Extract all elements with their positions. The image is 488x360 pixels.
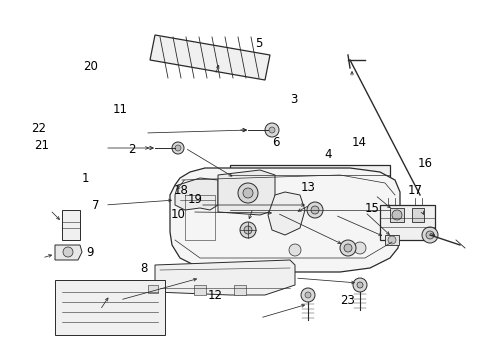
Bar — [260, 208, 267, 228]
Bar — [244, 208, 252, 228]
Circle shape — [305, 292, 310, 298]
Bar — [148, 285, 158, 293]
Circle shape — [352, 278, 366, 292]
Text: 9: 9 — [86, 246, 94, 258]
Text: 5: 5 — [255, 37, 263, 50]
Text: 2: 2 — [128, 143, 136, 156]
Text: 22: 22 — [32, 122, 46, 135]
Text: 16: 16 — [417, 157, 432, 170]
Polygon shape — [150, 35, 269, 80]
Polygon shape — [379, 205, 434, 240]
Circle shape — [175, 145, 181, 151]
Polygon shape — [267, 192, 305, 235]
Bar — [229, 165, 389, 220]
Circle shape — [353, 242, 365, 254]
Polygon shape — [55, 245, 82, 260]
Circle shape — [425, 231, 433, 239]
Bar — [234, 285, 245, 295]
Text: 14: 14 — [351, 136, 366, 149]
Circle shape — [387, 236, 395, 244]
Text: 23: 23 — [339, 294, 354, 307]
Text: 6: 6 — [272, 136, 280, 149]
Bar — [55, 280, 164, 335]
Polygon shape — [155, 260, 294, 295]
Circle shape — [240, 222, 256, 238]
Text: 17: 17 — [407, 184, 422, 197]
Text: 4: 4 — [323, 148, 331, 161]
Text: 19: 19 — [188, 193, 203, 206]
Circle shape — [63, 247, 73, 257]
Text: 1: 1 — [81, 172, 89, 185]
Circle shape — [391, 210, 401, 220]
Text: 20: 20 — [83, 60, 98, 73]
Bar — [384, 235, 398, 245]
Circle shape — [339, 240, 355, 256]
Text: 21: 21 — [34, 139, 49, 152]
Circle shape — [306, 202, 323, 218]
Circle shape — [243, 188, 252, 198]
Bar — [389, 208, 403, 222]
Text: 10: 10 — [171, 208, 185, 221]
Circle shape — [356, 282, 362, 288]
Circle shape — [238, 183, 258, 203]
Circle shape — [421, 227, 437, 243]
Polygon shape — [218, 170, 274, 215]
Bar — [411, 208, 423, 222]
Bar — [369, 208, 377, 228]
Polygon shape — [62, 210, 80, 240]
Circle shape — [310, 206, 318, 214]
Circle shape — [244, 226, 251, 234]
Text: 7: 7 — [91, 199, 99, 212]
Text: 12: 12 — [207, 289, 222, 302]
Text: 15: 15 — [364, 202, 378, 215]
Circle shape — [172, 142, 183, 154]
Circle shape — [268, 127, 274, 133]
Text: 8: 8 — [140, 262, 148, 275]
Polygon shape — [170, 168, 399, 272]
Bar — [194, 285, 205, 295]
Text: 13: 13 — [300, 181, 315, 194]
Circle shape — [264, 123, 279, 137]
Circle shape — [343, 244, 351, 252]
Text: 11: 11 — [112, 103, 127, 116]
Polygon shape — [175, 178, 218, 210]
Circle shape — [288, 244, 301, 256]
Circle shape — [301, 288, 314, 302]
Bar — [354, 208, 362, 228]
Text: 3: 3 — [289, 93, 297, 105]
Text: 18: 18 — [173, 184, 188, 197]
